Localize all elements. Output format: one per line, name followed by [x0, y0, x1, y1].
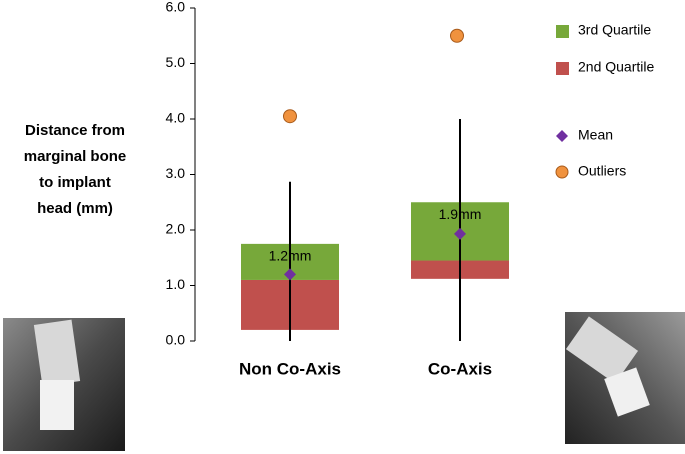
y-tick-label: 5.0 — [166, 54, 186, 70]
xray-left — [3, 318, 125, 451]
y-axis-label: Distance from — [25, 122, 125, 139]
y-tick-label: 2.0 — [166, 221, 186, 237]
y-tick-label: 1.0 — [166, 276, 186, 292]
y-axis-label: marginal bone — [24, 148, 127, 165]
y-tick-label: 6.0 — [166, 0, 186, 15]
y-tick-label: 3.0 — [166, 165, 186, 181]
legend-label: 3rd Quartile — [578, 22, 651, 38]
y-tick-label: 0.0 — [166, 332, 186, 348]
mean-marker — [284, 268, 296, 281]
xray-right — [565, 312, 685, 444]
x-tick-label: Non Co-Axis — [239, 359, 341, 378]
mean-label: 1.9mm — [439, 206, 482, 222]
legend-swatch — [556, 25, 569, 38]
mean-marker — [454, 227, 466, 240]
y-axis-label: to implant — [39, 174, 111, 191]
legend-swatch — [556, 130, 568, 142]
outlier — [283, 109, 297, 124]
legend-label: Mean — [578, 127, 613, 143]
legend-swatch — [556, 62, 569, 75]
mean-label: 1.2mm — [269, 248, 312, 264]
y-axis-label: head (mm) — [37, 200, 113, 217]
y-tick-label: 4.0 — [166, 110, 186, 126]
x-tick-label: Co-Axis — [428, 359, 492, 378]
legend-label: Outliers — [578, 163, 626, 179]
legend-label: 2nd Quartile — [578, 59, 654, 75]
legend-swatch — [555, 165, 569, 179]
outlier — [450, 28, 464, 43]
